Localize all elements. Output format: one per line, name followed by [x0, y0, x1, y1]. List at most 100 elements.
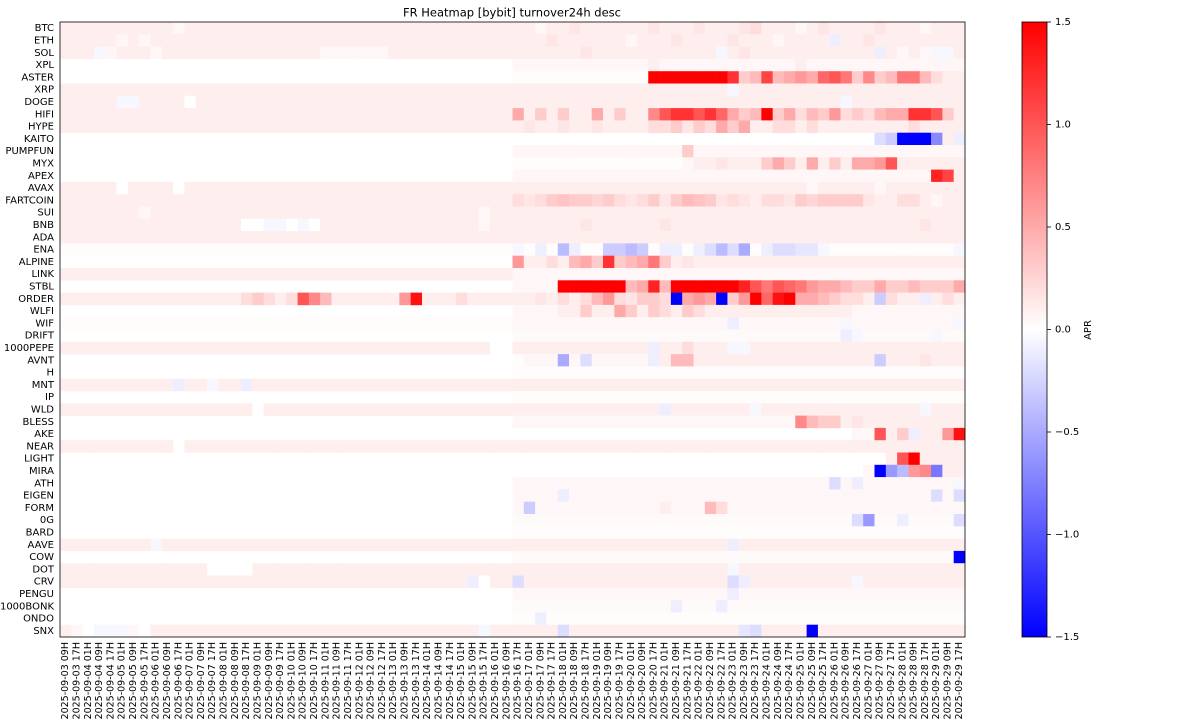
- heatmap-cell: [795, 22, 807, 35]
- heatmap-cell: [750, 243, 762, 256]
- heatmap-cell: [704, 366, 717, 379]
- heatmap-cell: [885, 563, 898, 576]
- heatmap-cell: [942, 292, 954, 306]
- heatmap-cell: [150, 22, 163, 35]
- heatmap-cell: [252, 181, 264, 195]
- heatmap-cell: [297, 563, 310, 576]
- heatmap-cell: [761, 194, 773, 207]
- heatmap-cell: [184, 268, 197, 281]
- heatmap-cell: [455, 218, 468, 232]
- heatmap-cell: [614, 526, 626, 539]
- heatmap-cell: [648, 612, 660, 625]
- x-tick-label: 2025-09-14 09H: [433, 642, 444, 719]
- heatmap-cell: [274, 108, 287, 121]
- heatmap-cell: [863, 366, 875, 379]
- heatmap-cell: [795, 317, 807, 330]
- heatmap-cell: [580, 600, 592, 613]
- heatmap-cell: [874, 600, 887, 613]
- heatmap-cell: [817, 71, 830, 84]
- heatmap-cell: [308, 440, 321, 453]
- heatmap-cell: [908, 194, 921, 207]
- heatmap-cell: [207, 292, 219, 306]
- heatmap-cell: [365, 231, 378, 244]
- heatmap-cell: [908, 34, 921, 47]
- heatmap-cell: [263, 120, 276, 133]
- heatmap-cell: [806, 378, 819, 392]
- heatmap-cell: [195, 231, 208, 244]
- heatmap-cell: [105, 22, 117, 35]
- heatmap-cell: [354, 317, 366, 330]
- heatmap-cell: [150, 624, 163, 638]
- heatmap-cell: [116, 22, 129, 35]
- heatmap-cell: [897, 22, 909, 35]
- heatmap-cell: [241, 575, 253, 589]
- heatmap-cell: [569, 526, 581, 539]
- heatmap-cell: [501, 95, 513, 109]
- x-tick-label: 2025-09-17 09H: [535, 642, 546, 719]
- heatmap-cell: [670, 34, 683, 47]
- heatmap-cell: [376, 403, 389, 416]
- heatmap-cell: [931, 218, 943, 232]
- heatmap-cell: [105, 575, 117, 589]
- heatmap-cell: [693, 108, 706, 121]
- heatmap-cell: [761, 145, 773, 158]
- heatmap-cell: [738, 550, 751, 564]
- heatmap-cell: [512, 169, 525, 183]
- heatmap-cell: [591, 329, 604, 343]
- heatmap-cell: [919, 243, 932, 256]
- heatmap-cell: [455, 181, 468, 195]
- heatmap-cell: [422, 538, 434, 552]
- heatmap-cell: [184, 46, 197, 60]
- heatmap-cell: [535, 550, 547, 564]
- heatmap-cell: [580, 83, 592, 97]
- heatmap-cell: [139, 231, 151, 244]
- x-tick-label: 2025-09-19 09H: [603, 642, 614, 719]
- heatmap-cell: [908, 206, 921, 220]
- heatmap-cell: [365, 108, 378, 121]
- heatmap-cell: [942, 378, 954, 392]
- heatmap-cell: [207, 341, 219, 355]
- heatmap-cell: [93, 22, 106, 35]
- heatmap-cell: [207, 378, 219, 392]
- heatmap-cell: [670, 231, 683, 244]
- heatmap-cell: [557, 575, 570, 589]
- x-tick-label: 2025-09-13 01H: [388, 642, 399, 719]
- heatmap-cell: [885, 587, 898, 601]
- heatmap-cell: [512, 440, 525, 453]
- heatmap-cell: [263, 108, 276, 121]
- heatmap-cell: [851, 268, 864, 281]
- heatmap-cell: [931, 378, 943, 392]
- heatmap-cell: [195, 268, 208, 281]
- heatmap-cell: [716, 587, 728, 601]
- heatmap-cell: [693, 95, 706, 109]
- heatmap-cell: [863, 514, 875, 527]
- heatmap-cell: [195, 575, 208, 589]
- y-tick-label: PUMPFUN: [5, 146, 54, 157]
- heatmap-cell: [874, 22, 887, 35]
- heatmap-cell: [863, 477, 875, 490]
- heatmap-cell: [908, 403, 921, 416]
- heatmap-cell: [772, 181, 785, 195]
- heatmap-cell: [953, 120, 966, 133]
- heatmap-cell: [161, 403, 174, 416]
- heatmap-cell: [942, 231, 954, 244]
- heatmap-cell: [489, 575, 502, 589]
- heatmap-cell: [546, 304, 559, 318]
- heatmap-cell: [433, 22, 445, 35]
- heatmap-cell: [942, 120, 954, 133]
- heatmap-cell: [863, 501, 875, 515]
- heatmap-cell: [173, 575, 185, 589]
- heatmap-cell: [105, 563, 117, 576]
- heatmap-cell: [953, 427, 966, 441]
- heatmap-cell: [863, 108, 875, 121]
- heatmap-cell: [218, 46, 230, 60]
- heatmap-cell: [738, 120, 751, 133]
- heatmap-cell: [603, 181, 615, 195]
- heatmap-cell: [591, 341, 604, 355]
- heatmap-cell: [557, 366, 570, 379]
- y-tick-label: WIF: [35, 318, 54, 329]
- heatmap-cell: [750, 157, 762, 170]
- heatmap-cell: [738, 243, 751, 256]
- heatmap-cell: [897, 280, 909, 293]
- heatmap-cell: [772, 415, 785, 429]
